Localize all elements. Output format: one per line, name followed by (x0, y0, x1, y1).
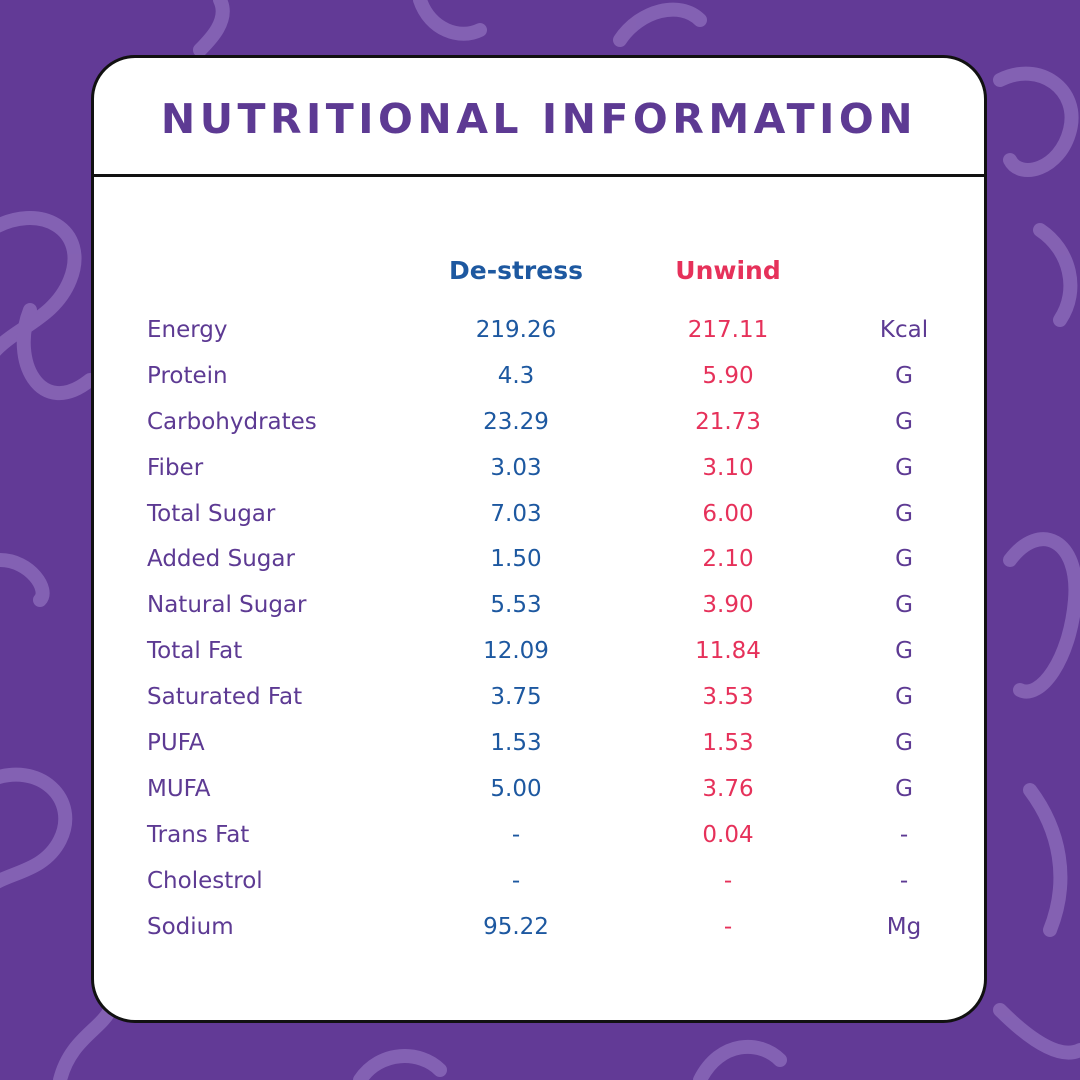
table-row: Energy 219.26 217.11 Kcal (94, 316, 984, 362)
nutrient-label: Carbohydrates (147, 408, 317, 435)
destress-value: 95.22 (483, 913, 549, 940)
table-row: PUFA 1.53 1.53 G (94, 729, 984, 775)
nutrient-label: Sodium (147, 913, 234, 940)
destress-value: 5.53 (490, 592, 542, 619)
table-row: Cholestrol - - - (94, 867, 984, 913)
unwind-value: 6.00 (702, 500, 754, 527)
nutrient-label: Total Fat (147, 638, 243, 665)
table-row: Total Fat 12.09 11.84 G (94, 637, 984, 683)
unwind-value: 3.53 (702, 684, 754, 711)
table-row: Fiber 3.03 3.10 G (94, 454, 984, 500)
unit: G (895, 454, 913, 481)
nutrient-label: Protein (147, 362, 228, 389)
table-row: Total Sugar 7.03 6.00 G (94, 500, 984, 546)
table-row: Added Sugar 1.50 2.10 G (94, 545, 984, 591)
nutrition-card: NUTRITIONAL INFORMATION De-stress Unwind… (91, 55, 987, 1023)
nutrient-label: Saturated Fat (147, 684, 303, 711)
table-row: Sodium 95.22 - Mg (94, 913, 984, 959)
destress-value: - (511, 867, 521, 894)
unwind-value: 0.04 (702, 821, 754, 848)
unwind-value: 11.84 (695, 638, 761, 665)
destress-value: 3.03 (490, 454, 542, 481)
table-row: Trans Fat - 0.04 - (94, 821, 984, 867)
table-row: Saturated Fat 3.75 3.53 G (94, 683, 984, 729)
unit: G (895, 684, 913, 711)
nutrient-label: MUFA (147, 775, 211, 802)
unit: - (899, 821, 909, 848)
unit: G (895, 638, 913, 665)
unwind-value: - (723, 913, 733, 940)
destress-value: 4.3 (497, 362, 535, 389)
unit: - (899, 867, 909, 894)
nutrient-label: Trans Fat (147, 821, 250, 848)
destress-value: - (511, 821, 521, 848)
unit: Kcal (879, 317, 929, 343)
nutrient-label: Cholestrol (147, 867, 263, 894)
unwind-value: 3.10 (702, 454, 754, 481)
destress-value: 7.03 (490, 500, 542, 527)
nutrient-label: Natural Sugar (147, 592, 307, 619)
unit: G (895, 775, 913, 802)
destress-value: 12.09 (483, 638, 549, 665)
unit: Mg (886, 913, 922, 940)
table-row: Natural Sugar 5.53 3.90 G (94, 591, 984, 637)
column-header-unwind: Unwind (675, 256, 781, 285)
unit: G (895, 592, 913, 619)
unit: G (895, 362, 913, 389)
unwind-value: 217.11 (687, 317, 769, 343)
nutrient-label: Added Sugar (147, 546, 295, 573)
nutrient-label: Fiber (147, 454, 204, 481)
unit: G (895, 730, 913, 757)
unwind-value: 3.90 (702, 592, 754, 619)
nutrient-label: Total Sugar (147, 500, 276, 527)
page-title: NUTRITIONAL INFORMATION (160, 95, 918, 143)
unit: G (895, 546, 913, 573)
destress-value: 23.29 (483, 408, 549, 435)
nutrient-label: PUFA (147, 730, 205, 757)
table-row: MUFA 5.00 3.76 G (94, 775, 984, 821)
column-header-destress: De-stress (449, 256, 583, 285)
destress-value: 5.00 (490, 775, 542, 802)
nutrition-table: Energy 219.26 217.11 Kcal Protein 4.3 5.… (94, 316, 984, 958)
destress-value: 1.50 (490, 546, 542, 573)
destress-value: 219.26 (475, 317, 557, 343)
unwind-value: 2.10 (702, 546, 754, 573)
unwind-value: 21.73 (695, 408, 761, 435)
unwind-value: 5.90 (702, 362, 754, 389)
unwind-value: 3.76 (702, 775, 754, 802)
table-row: Protein 4.3 5.90 G (94, 362, 984, 408)
unit: G (895, 500, 913, 527)
unit: G (895, 408, 913, 435)
destress-value: 3.75 (490, 684, 542, 711)
unwind-value: 1.53 (702, 730, 754, 757)
table-row: Carbohydrates 23.29 21.73 G (94, 408, 984, 454)
destress-value: 1.53 (490, 730, 542, 757)
nutrient-label: Energy (147, 317, 228, 343)
unwind-value: - (723, 867, 733, 894)
card-header: NUTRITIONAL INFORMATION (94, 58, 984, 177)
